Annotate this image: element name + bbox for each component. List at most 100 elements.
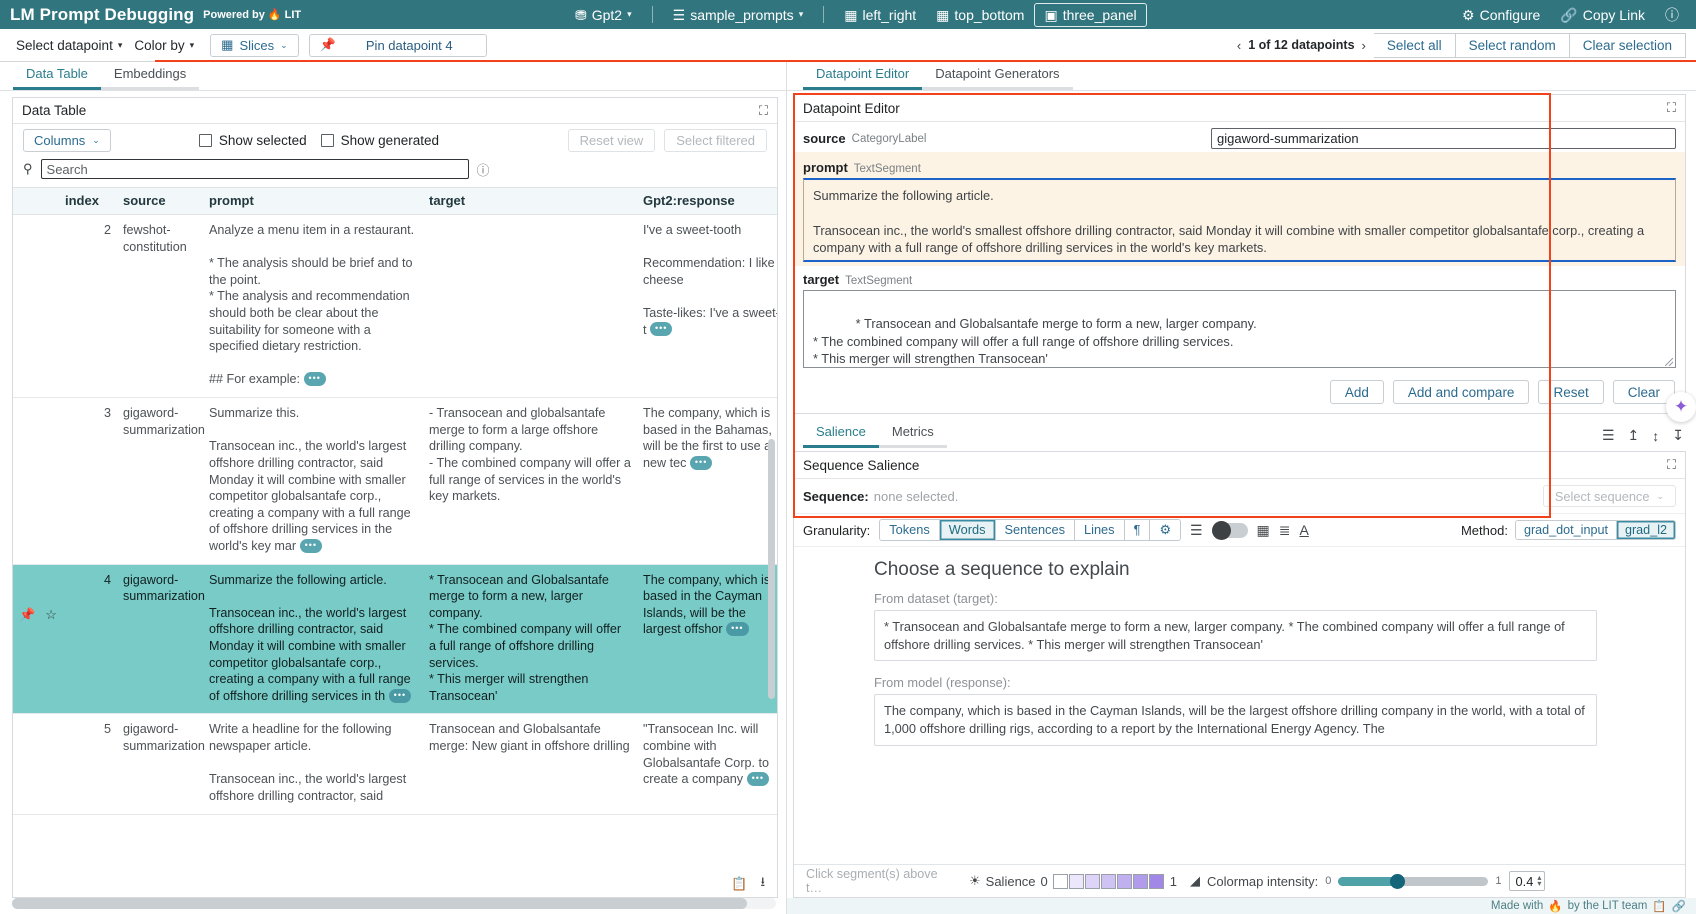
expand-vertical-icon[interactable]: ↕ (1652, 427, 1660, 444)
resize-handle-icon[interactable] (1665, 358, 1673, 366)
page-footer (787, 898, 1696, 914)
expand-icon[interactable]: ⛶ (758, 102, 768, 118)
row-pin-cell (13, 713, 59, 815)
copy-icon[interactable]: 📋 (1652, 901, 1667, 913)
search-input[interactable] (40, 159, 469, 179)
color-by-dropdown[interactable]: Color by ▾ (128, 35, 200, 56)
table-row[interactable]: 2 fewshot-constitution Analyze a menu it… (13, 214, 777, 399)
horizontal-scrollbar[interactable] (12, 898, 776, 909)
star-icon[interactable]: ☆ (45, 606, 57, 622)
collapse-down-icon[interactable]: ↧ (1672, 427, 1684, 443)
colormap-value-stepper[interactable]: 0.4 ▴ ▾ (1508, 871, 1546, 891)
copy-link-button[interactable]: 🔗 Copy Link (1557, 4, 1648, 26)
header-prompt[interactable]: prompt (203, 187, 423, 215)
truncation-dots-icon[interactable]: ••• (726, 622, 749, 637)
vertical-split-icon[interactable]: ≣ (1278, 521, 1291, 538)
granularity-words[interactable]: Words (939, 520, 996, 540)
expand-icon[interactable]: ⛶ (1666, 457, 1676, 472)
table-row-selected[interactable]: 📌 ☆ 4 gigaword-summarization Summarize t… (13, 564, 777, 715)
select-random-button[interactable]: Select random (1455, 32, 1570, 58)
configure-button[interactable]: ⚙ Configure (1459, 4, 1543, 26)
next-datapoint-arrow[interactable]: › (1361, 37, 1366, 53)
truncation-dots-icon[interactable]: ••• (388, 688, 412, 703)
granularity-sentences[interactable]: Sentences (995, 520, 1075, 540)
clear-button[interactable]: Clear (1612, 380, 1675, 404)
row-prompt: Summarize this. Transocean inc., the wor… (203, 397, 423, 565)
slices-button[interactable]: ▦ Slices ⌄ (210, 33, 299, 57)
reset-button[interactable]: Reset (1538, 380, 1604, 404)
prompt-field-textarea[interactable]: Summarize the following article. Transoc… (803, 178, 1676, 262)
header-response[interactable]: Gpt2:response (637, 187, 777, 215)
equals-icon[interactable]: ☰ (1601, 427, 1615, 443)
header-source[interactable]: source (117, 187, 203, 215)
truncation-dots-icon[interactable]: ••• (299, 538, 323, 553)
target-field-textarea[interactable]: * Transocean and Globalsantafe merge to … (803, 290, 1676, 368)
layout-top-bottom[interactable]: ▦ top_bottom (926, 3, 1034, 27)
tab-salience[interactable]: Salience (803, 420, 879, 448)
truncation-dots-icon[interactable]: ••• (650, 322, 673, 337)
source-field-input[interactable] (1211, 128, 1676, 149)
add-and-compare-button[interactable]: Add and compare (1392, 380, 1530, 404)
collapse-up-icon[interactable]: ↥ (1627, 427, 1640, 443)
help-button[interactable]: ⓘ (1662, 5, 1682, 25)
tab-datapoint-generators[interactable]: Datapoint Generators (922, 62, 1073, 90)
granularity-tokens[interactable]: Tokens (880, 520, 940, 540)
select-datapoint-dropdown[interactable]: Select datapoint ▾ (10, 35, 128, 56)
add-button[interactable]: Add (1329, 380, 1384, 404)
dataset-selector[interactable]: ☰ sample_prompts ▾ (663, 3, 814, 27)
granularity-settings-icon[interactable]: ⚙ (1150, 520, 1180, 540)
granularity-paragraph-icon[interactable]: ¶ (1124, 520, 1151, 540)
table-row[interactable]: 3 gigaword-summarization Summarize this.… (13, 397, 777, 565)
pin-datapoint-button[interactable]: 📌 Pin datapoint 4 (308, 33, 487, 57)
truncation-dots-icon[interactable]: ••• (746, 771, 770, 786)
grid-icon[interactable]: ▦ (1256, 521, 1270, 538)
download-icon[interactable]: ⭳ (760, 874, 765, 889)
tab-datapoint-editor[interactable]: Datapoint Editor (803, 62, 923, 90)
font-size-icon[interactable]: A (1299, 522, 1309, 538)
method-grad-l2[interactable]: grad_l2 (1616, 521, 1675, 539)
select-filtered-button[interactable]: Select filtered (664, 129, 767, 152)
data-table-scroll: index source prompt target Gpt2:response… (13, 187, 777, 871)
tab-metrics[interactable]: Metrics (878, 420, 947, 448)
columns-button[interactable]: Columns ⌄ (23, 129, 111, 152)
tab-embeddings[interactable]: Embeddings (100, 62, 200, 90)
lines-icon[interactable]: ☰ (1189, 521, 1203, 538)
slider-knob[interactable] (1390, 873, 1406, 889)
model-selector[interactable]: ⛃ Gpt2 ▾ (565, 3, 642, 27)
header-target[interactable]: target (423, 187, 637, 215)
colormap-value: 0.4 (1515, 873, 1534, 889)
truncation-dots-icon[interactable]: ••• (689, 455, 713, 470)
layout-three-panel[interactable]: ▣ three_panel (1034, 2, 1147, 27)
copy-icon[interactable]: 📋 (731, 876, 748, 891)
scrollbar-thumb[interactable] (12, 898, 747, 909)
row-target: Transocean and Globalsantafe merge: New … (423, 713, 637, 815)
colormap-slider[interactable] (1338, 873, 1489, 889)
select-sequence-button[interactable]: Select sequence ⌄ (1542, 485, 1676, 507)
select-sequence-label: Select sequence (1554, 488, 1650, 504)
stepper-arrows-icon[interactable]: ▴ ▾ (1537, 873, 1542, 888)
header-index[interactable]: index (59, 187, 117, 215)
tab-data-table[interactable]: Data Table (13, 62, 101, 90)
show-selected-checkbox[interactable]: Show selected (198, 133, 307, 148)
clear-selection-button[interactable]: Clear selection (1569, 32, 1686, 58)
share-icon[interactable]: 🔗 (1671, 901, 1686, 913)
from-model-option[interactable]: The company, which is based in the Cayma… (874, 694, 1597, 746)
table-row[interactable]: 5 gigaword-summarization Write a headlin… (13, 713, 777, 815)
reset-view-button[interactable]: Reset view (567, 129, 656, 152)
toggle-switch[interactable] (1211, 520, 1248, 540)
help-circle-icon[interactable]: ⓘ (476, 162, 490, 178)
method-grad-dot-input[interactable]: grad_dot_input (1515, 521, 1617, 539)
show-generated-checkbox[interactable]: Show generated (320, 133, 439, 148)
select-all-button[interactable]: Select all (1373, 32, 1456, 58)
pin-icon[interactable]: 📌 (19, 606, 36, 622)
truncation-dots-icon[interactable]: ••• (303, 372, 326, 387)
prev-datapoint-arrow[interactable]: ‹ (1236, 37, 1242, 53)
layout-left-right[interactable]: ▦ left_right (834, 3, 926, 27)
from-dataset-option[interactable]: * Transocean and Globalsantafe merge to … (874, 610, 1597, 662)
swatch (1148, 873, 1164, 889)
granularity-lines[interactable]: Lines (1074, 520, 1125, 540)
vertical-scrollbar[interactable] (768, 439, 775, 699)
sequence-label: Sequence: (803, 488, 869, 504)
sparkle-icon[interactable]: ✦ (1666, 392, 1696, 422)
expand-icon[interactable]: ⛶ (1666, 100, 1676, 115)
